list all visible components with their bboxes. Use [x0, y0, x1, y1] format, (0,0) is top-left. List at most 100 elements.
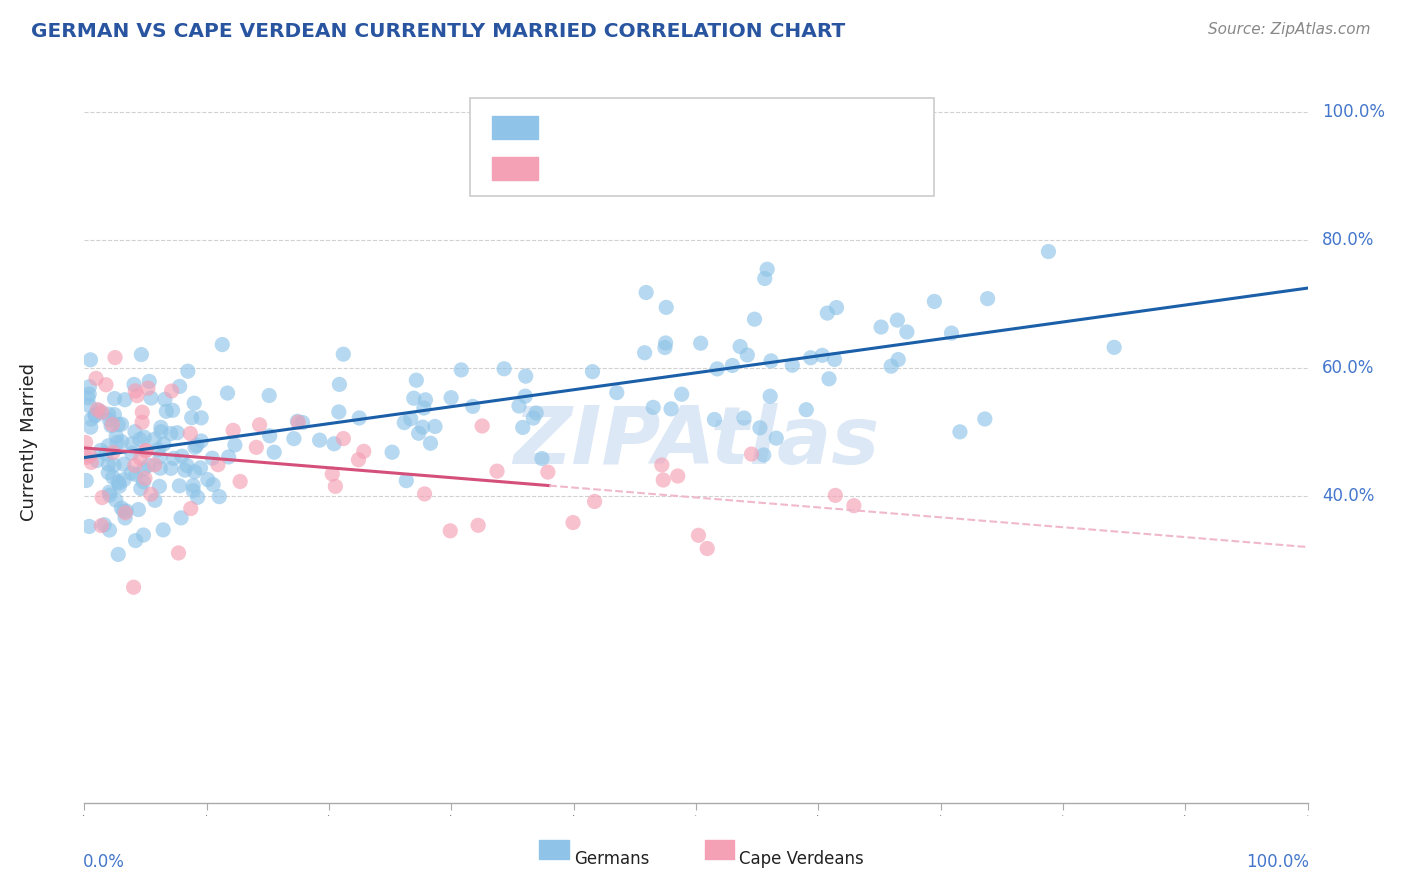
Bar	[492, 157, 538, 180]
Text: 0.0%: 0.0%	[83, 854, 125, 871]
Point	[249, 417, 271, 432]
Text: Germans: Germans	[574, 850, 650, 868]
Text: 80.0%: 80.0%	[1322, 231, 1375, 249]
Point	[167, 546, 190, 560]
Text: -0.214: -0.214	[620, 158, 685, 176]
Point	[486, 464, 509, 478]
Point	[263, 445, 285, 459]
Point	[440, 391, 463, 405]
Point	[131, 415, 153, 429]
Point	[1038, 244, 1060, 259]
Point	[688, 528, 710, 542]
Point	[129, 451, 152, 466]
Point	[75, 474, 97, 488]
Point	[706, 362, 728, 376]
Point	[413, 487, 436, 501]
Point	[124, 533, 146, 548]
Point	[93, 517, 115, 532]
Point	[169, 479, 191, 493]
Point	[245, 440, 267, 454]
Point	[75, 435, 97, 450]
Text: 58: 58	[794, 158, 815, 176]
Point	[633, 345, 655, 359]
Point	[129, 482, 152, 496]
Point	[508, 399, 530, 413]
Point	[86, 402, 108, 417]
Point	[949, 425, 972, 439]
Point	[124, 425, 146, 439]
Point	[143, 432, 166, 446]
Point	[97, 466, 120, 480]
Point	[169, 379, 191, 393]
Point	[744, 312, 766, 326]
Point	[80, 420, 103, 434]
Point	[976, 292, 998, 306]
Point	[153, 392, 176, 407]
Point	[222, 423, 245, 437]
Point	[170, 449, 193, 463]
Point	[111, 434, 134, 449]
Point	[138, 375, 160, 389]
Point	[105, 435, 128, 450]
Point	[759, 389, 782, 403]
Point	[190, 434, 212, 448]
Point	[134, 430, 156, 444]
Point	[143, 458, 166, 472]
Point	[148, 442, 170, 457]
Bar	[492, 116, 538, 139]
Point	[101, 417, 124, 432]
Point	[90, 443, 112, 458]
Point	[291, 416, 314, 430]
Point	[328, 377, 350, 392]
Text: GERMAN VS CAPE VERDEAN CURRENTLY MARRIED CORRELATION CHART: GERMAN VS CAPE VERDEAN CURRENTLY MARRIED…	[31, 22, 845, 41]
Point	[347, 452, 370, 467]
Point	[825, 301, 848, 315]
Point	[138, 458, 160, 473]
Point	[103, 392, 125, 406]
Point	[143, 493, 166, 508]
Point	[132, 462, 155, 476]
Point	[689, 336, 711, 351]
Point	[439, 524, 461, 538]
Point	[202, 477, 225, 491]
Point	[114, 511, 136, 525]
Point	[108, 476, 131, 491]
Text: 0.705: 0.705	[620, 117, 675, 135]
Point	[671, 387, 693, 401]
Point	[515, 369, 537, 384]
Point	[308, 433, 330, 447]
Text: N =: N =	[702, 117, 768, 135]
Point	[107, 475, 129, 489]
Point	[412, 420, 434, 434]
Text: N =: N =	[702, 158, 768, 176]
Point	[941, 326, 963, 340]
Point	[494, 361, 516, 376]
Point	[150, 425, 173, 439]
Point	[423, 419, 446, 434]
Point	[183, 465, 205, 479]
Point	[824, 488, 846, 502]
Point	[94, 377, 117, 392]
Point	[139, 487, 162, 501]
Point	[121, 446, 143, 460]
Point	[97, 458, 120, 472]
Point	[90, 405, 112, 419]
Point	[132, 475, 155, 489]
Text: R =: R =	[561, 117, 605, 135]
Point	[125, 467, 148, 482]
Point	[824, 352, 846, 367]
Point	[815, 306, 838, 320]
Point	[512, 420, 534, 434]
Point	[471, 419, 494, 434]
Text: R =: R =	[561, 158, 605, 176]
Point	[79, 449, 101, 463]
Point	[77, 519, 100, 533]
Point	[415, 392, 437, 407]
Point	[115, 504, 138, 518]
Point	[91, 491, 114, 505]
Point	[186, 438, 208, 452]
Point	[721, 359, 744, 373]
Point	[135, 443, 157, 458]
Point	[107, 548, 129, 562]
Point	[728, 339, 751, 353]
